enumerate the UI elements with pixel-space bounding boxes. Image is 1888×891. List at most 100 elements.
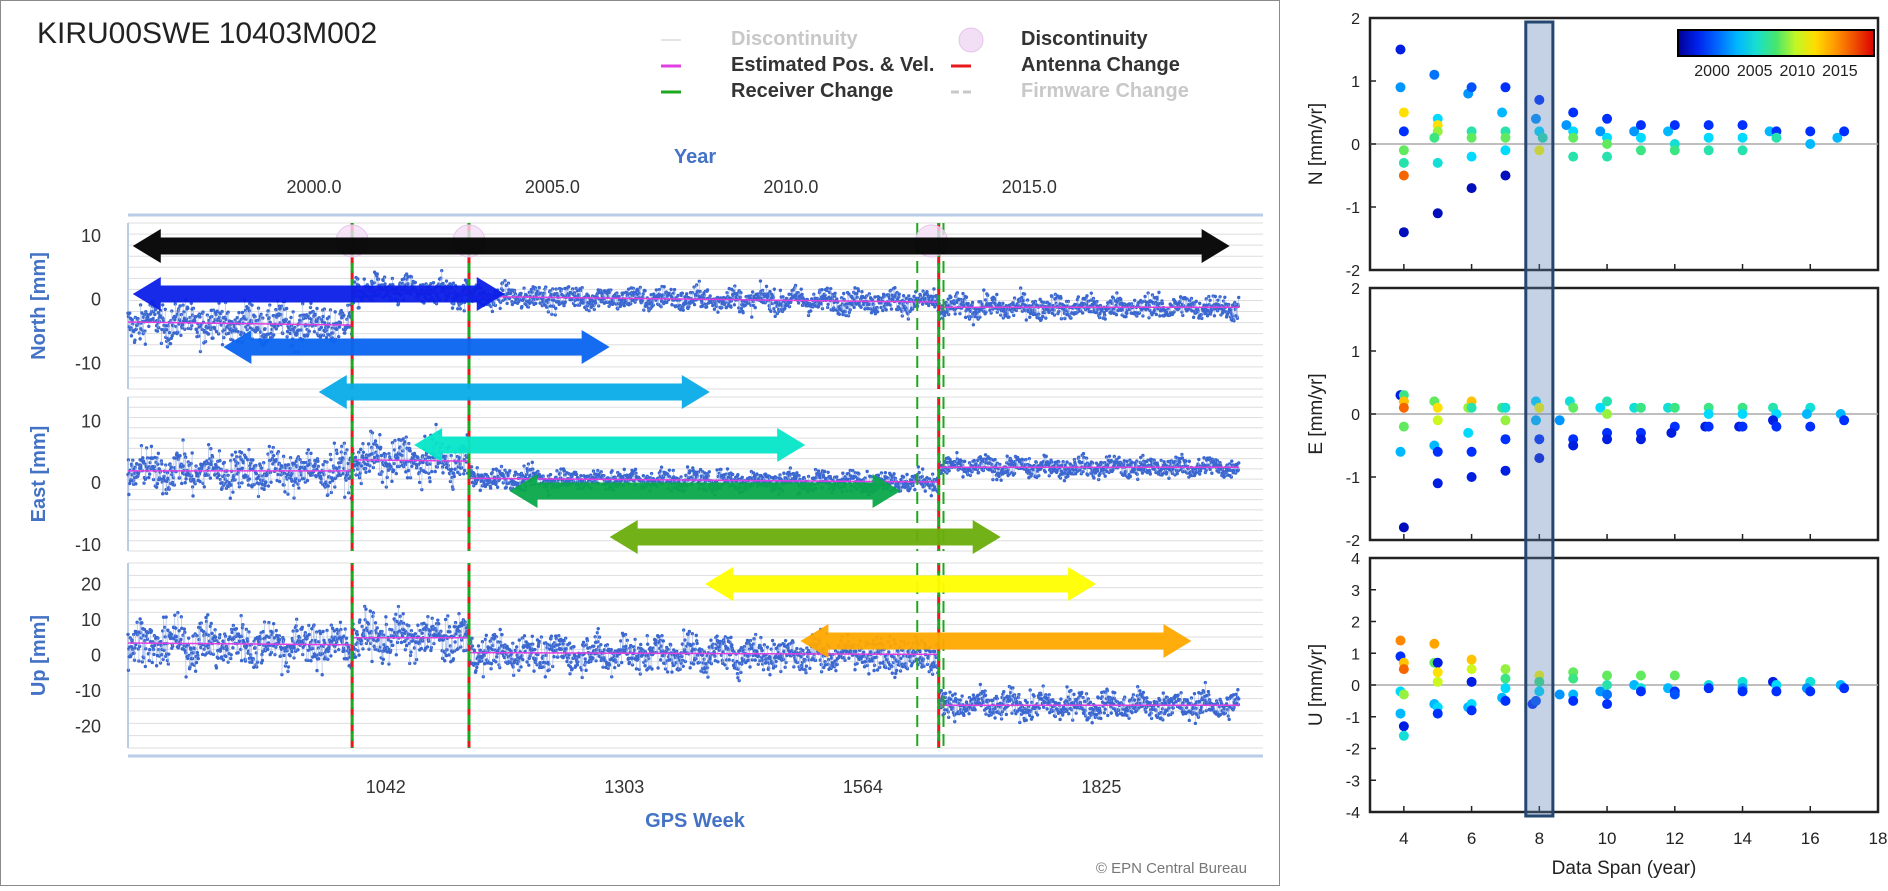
ts-point <box>1059 296 1062 299</box>
ts-point <box>357 306 360 309</box>
ts-point <box>331 479 334 482</box>
ts-point <box>408 449 411 452</box>
ts-point <box>313 330 316 333</box>
ts-point <box>797 301 800 304</box>
ts-point <box>153 313 156 316</box>
ts-point <box>383 282 386 285</box>
ts-point <box>364 471 367 474</box>
ts-point <box>342 314 345 317</box>
ts-point <box>499 307 502 310</box>
ts-point <box>292 484 295 487</box>
ts-point <box>969 310 972 313</box>
ts-point <box>1077 295 1080 298</box>
ts-point <box>314 475 317 478</box>
ts-point <box>186 307 189 310</box>
ts-point <box>147 325 150 328</box>
ts-point <box>519 292 522 295</box>
ts-point <box>534 302 537 305</box>
ts-point <box>374 439 377 442</box>
ts-point <box>395 472 398 475</box>
ts-point <box>230 453 233 456</box>
ts-point <box>227 332 230 335</box>
ts-point <box>335 452 338 455</box>
ts-point <box>773 315 776 318</box>
ts-point <box>873 295 876 298</box>
legend-label: Discontinuity <box>1021 28 1149 50</box>
ts-point <box>1195 300 1198 303</box>
ts-point <box>1216 298 1219 301</box>
ts-point <box>833 292 836 295</box>
ts-point <box>381 481 384 484</box>
top-axis-label: Year <box>674 146 716 168</box>
ts-point <box>376 272 379 275</box>
ts-point <box>1025 318 1028 321</box>
ts-point <box>203 485 206 488</box>
ts-point <box>826 286 829 289</box>
legend-label: Discontinuity <box>731 28 859 50</box>
ts-point <box>347 462 350 465</box>
ts-point <box>441 282 444 285</box>
ts-point <box>327 325 330 328</box>
ts-point <box>828 291 831 294</box>
ts-point <box>852 306 855 309</box>
ts-point <box>662 285 665 288</box>
ts-point <box>829 287 832 290</box>
ts-point <box>363 277 366 280</box>
ts-point <box>138 337 141 340</box>
y-axis-label: East [mm] <box>28 426 50 523</box>
ts-point <box>285 307 288 310</box>
ts-point <box>1155 313 1158 316</box>
legend-item: Estimated Pos. & Vel. <box>661 54 934 76</box>
ts-point <box>759 279 762 282</box>
ts-point <box>378 433 381 436</box>
ts-point <box>337 335 340 338</box>
ts-point <box>127 493 130 496</box>
ts-point <box>673 288 676 291</box>
ts-point <box>190 451 193 454</box>
ts-point <box>809 309 812 312</box>
ts-point <box>164 308 167 311</box>
ts-point <box>949 296 952 299</box>
ts-point <box>890 307 893 310</box>
ts-point <box>354 456 357 459</box>
ts-point <box>820 288 823 291</box>
ts-point <box>359 448 362 451</box>
ts-point <box>170 466 173 469</box>
ts-point <box>131 318 134 321</box>
ts-point <box>141 456 144 459</box>
ts-point <box>310 318 313 321</box>
ts-point <box>932 287 935 290</box>
ts-point <box>276 473 279 476</box>
ts-point <box>1143 295 1146 298</box>
ts-point <box>1161 302 1164 305</box>
ts-point <box>459 307 462 310</box>
ts-point <box>769 310 772 313</box>
ts-point <box>134 482 137 485</box>
ts-point <box>652 292 655 295</box>
time-series-chart: Discontinuity Discontinuity Estimated Pos.… <box>1 1 1279 885</box>
ts-point <box>897 305 900 308</box>
ts-point <box>263 327 266 330</box>
ts-point <box>171 324 174 327</box>
ts-point <box>907 294 910 297</box>
legend-item: Firmware Change <box>951 80 1189 102</box>
ts-point <box>800 287 803 290</box>
ts-point <box>705 305 708 308</box>
ts-point <box>179 334 182 337</box>
ts-point <box>898 292 901 295</box>
ts-point <box>1022 299 1025 302</box>
ts-point <box>315 307 318 310</box>
legend-label: Estimated Pos. & Vel. <box>731 54 934 76</box>
ts-point <box>321 315 324 318</box>
ts-point <box>953 312 956 315</box>
ts-point <box>338 325 341 328</box>
legend: Discontinuity Discontinuity Estimated Pos.… <box>661 28 1189 102</box>
ts-point <box>360 464 363 467</box>
ts-point <box>297 486 300 489</box>
ts-point <box>451 306 454 309</box>
ts-point <box>520 305 523 308</box>
ts-point <box>751 290 754 293</box>
ts-point <box>309 452 312 455</box>
top-tick-label: 2005.0 <box>525 177 580 197</box>
ts-point <box>984 298 987 301</box>
